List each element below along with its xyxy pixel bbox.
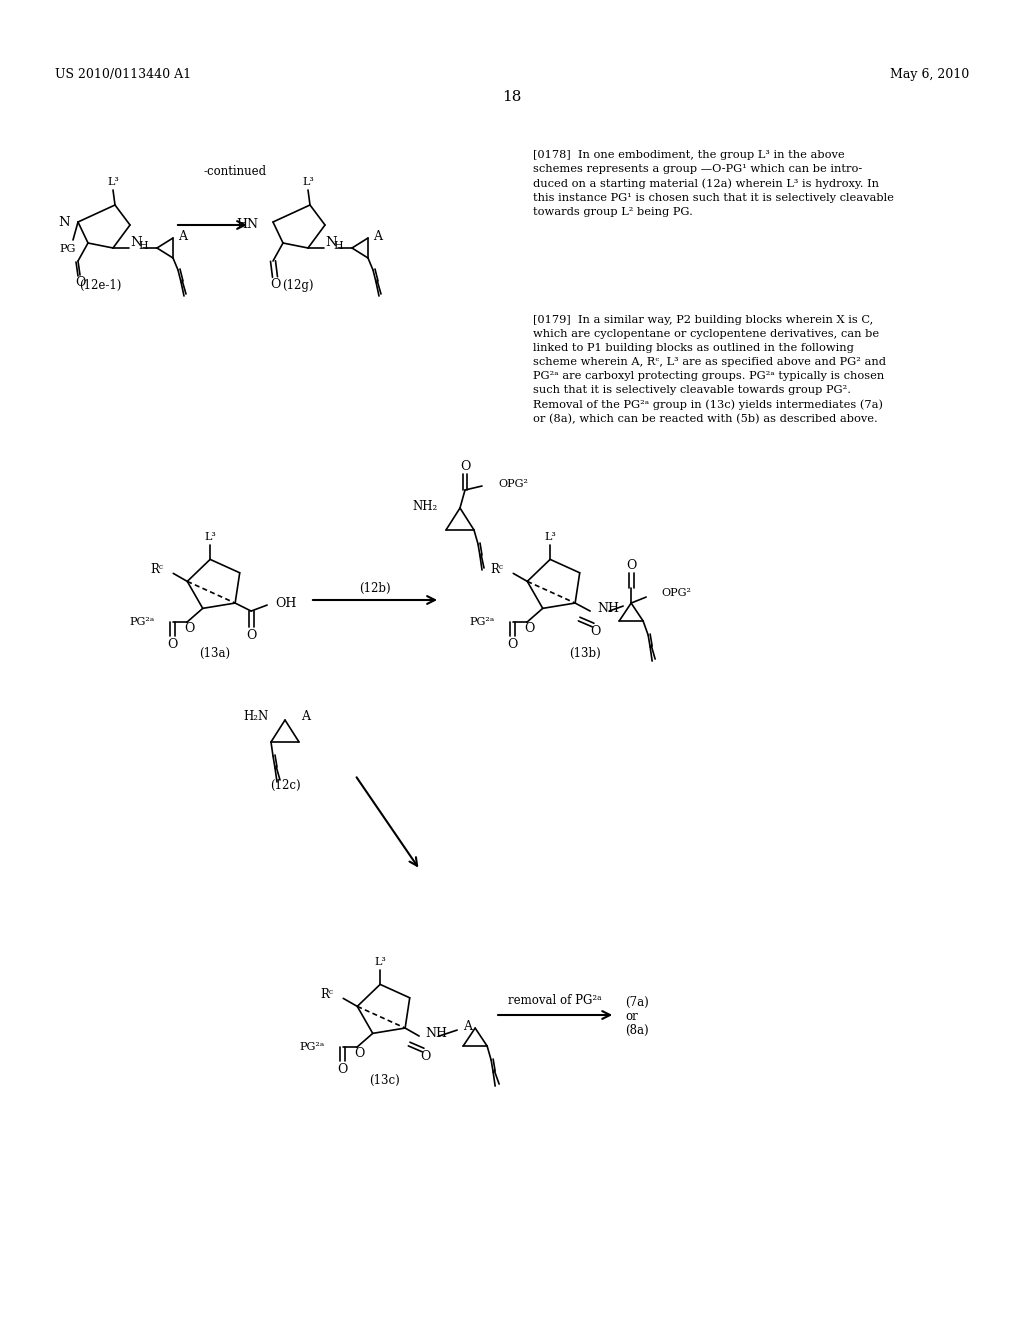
Text: PG²ᵃ: PG²ᵃ (299, 1043, 325, 1052)
Text: NH₂: NH₂ (413, 499, 438, 512)
Text: O: O (168, 638, 178, 651)
Text: NH: NH (425, 1027, 447, 1040)
Text: O: O (524, 622, 535, 635)
Text: O: O (75, 276, 85, 289)
Text: (12g): (12g) (283, 279, 313, 292)
Text: OPG²: OPG² (662, 589, 691, 598)
Text: (12b): (12b) (359, 582, 391, 594)
Text: OPG²: OPG² (498, 479, 528, 488)
Text: Rᶜ: Rᶜ (151, 562, 163, 576)
Text: (12c): (12c) (269, 779, 300, 792)
Text: L³: L³ (374, 957, 386, 968)
Text: removal of PG²ᵃ: removal of PG²ᵃ (508, 994, 602, 1007)
Text: [0178]  In one embodiment, the group L³ in the above
schemes represents a group : [0178] In one embodiment, the group L³ i… (534, 150, 894, 216)
Text: PG²ᵃ: PG²ᵃ (129, 618, 155, 627)
Text: A: A (374, 230, 383, 243)
Text: O: O (590, 624, 600, 638)
Text: US 2010/0113440 A1: US 2010/0113440 A1 (55, 69, 191, 81)
Text: [0179]  In a similar way, P2 building blocks wherein X is C,
which are cyclopent: [0179] In a similar way, P2 building blo… (534, 315, 886, 424)
Text: O: O (508, 638, 518, 651)
Text: O: O (184, 622, 195, 635)
Text: N: N (130, 236, 141, 249)
Text: NH: NH (597, 602, 620, 615)
Text: HN: HN (236, 218, 258, 231)
Text: OH: OH (275, 597, 297, 610)
Text: L³: L³ (302, 177, 314, 187)
Text: Rᶜ: Rᶜ (321, 987, 333, 1001)
Text: (13a): (13a) (200, 647, 230, 660)
Text: PG: PG (59, 244, 76, 253)
Text: Rᶜ: Rᶜ (490, 562, 503, 576)
Text: O: O (420, 1049, 430, 1063)
Text: (13b): (13b) (569, 647, 601, 660)
Text: H: H (138, 242, 147, 251)
Text: -continued: -continued (204, 165, 266, 178)
Text: O: O (269, 279, 281, 292)
Text: May 6, 2010: May 6, 2010 (890, 69, 969, 81)
Text: N: N (58, 215, 70, 228)
Text: O: O (338, 1063, 348, 1076)
Text: L³: L³ (204, 532, 216, 543)
Text: H₂N: H₂N (244, 710, 269, 722)
Text: O: O (626, 558, 636, 572)
Text: (8a): (8a) (625, 1023, 649, 1036)
Text: N: N (326, 236, 337, 249)
Text: O: O (354, 1047, 365, 1060)
Text: A: A (463, 1019, 472, 1032)
Text: (7a): (7a) (625, 995, 649, 1008)
Text: O: O (460, 459, 470, 473)
Text: A: A (178, 230, 187, 243)
Text: H: H (333, 242, 343, 251)
Text: 18: 18 (503, 90, 521, 104)
Text: L³: L³ (108, 177, 119, 187)
Text: O: O (246, 628, 256, 642)
Text: or: or (625, 1010, 638, 1023)
Text: PG²ᵃ: PG²ᵃ (469, 618, 495, 627)
Text: A: A (301, 710, 310, 722)
Text: L³: L³ (544, 532, 556, 543)
Text: (12e-1): (12e-1) (79, 279, 121, 292)
Text: (13c): (13c) (370, 1073, 400, 1086)
